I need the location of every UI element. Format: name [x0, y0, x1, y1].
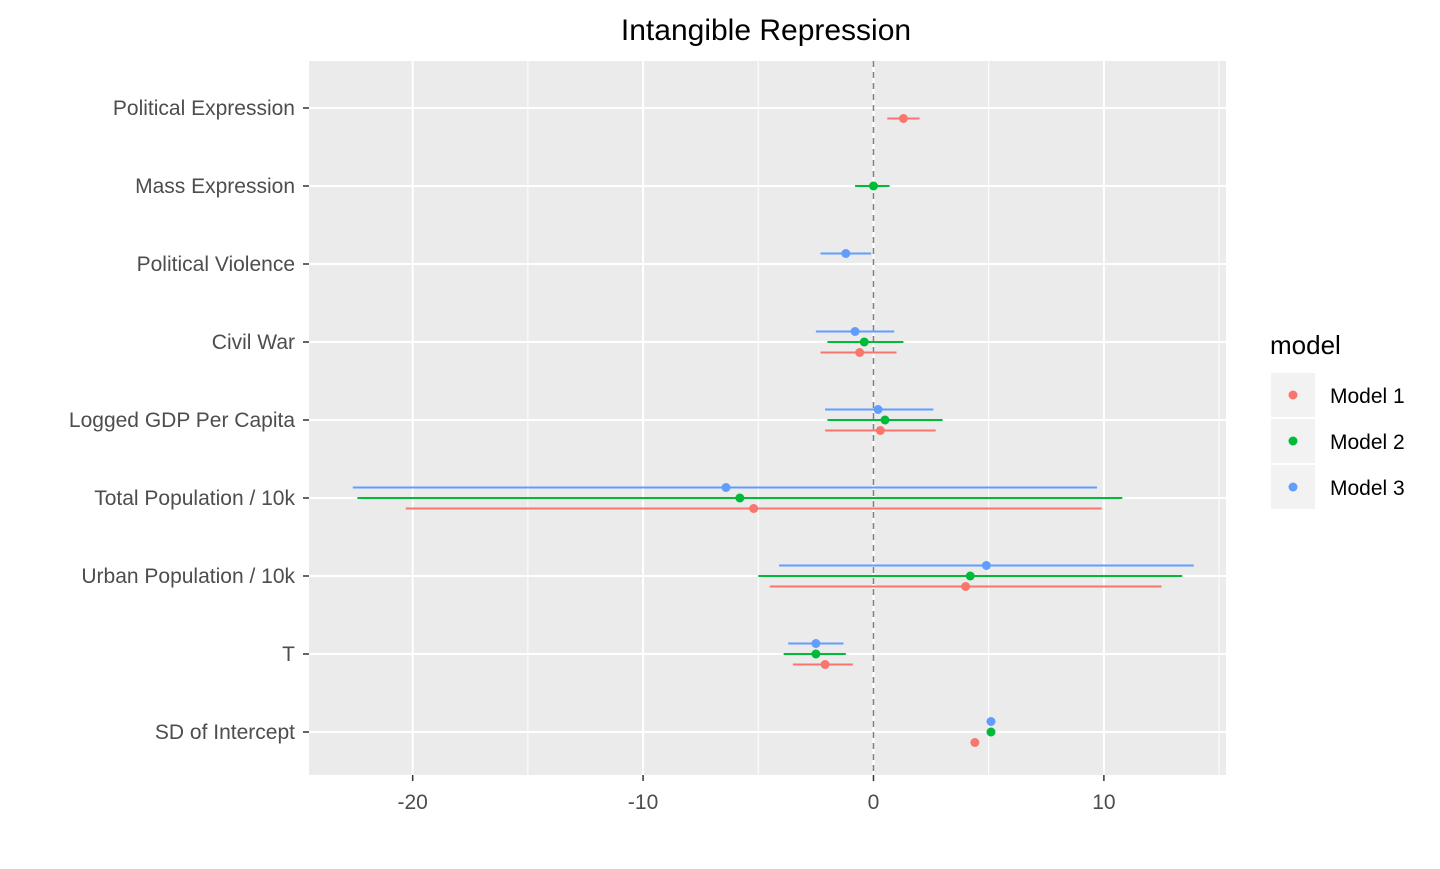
- point-s1-5: [820, 660, 830, 669]
- legend-label-3: Model 3: [1330, 477, 1405, 500]
- point-s2-2: [880, 415, 890, 425]
- x-tick-label-3: 10: [1092, 791, 1115, 814]
- chart-title: Intangible Repression: [621, 14, 911, 47]
- y-tick-label-4: Logged GDP Per Capita: [69, 409, 295, 432]
- y-tick-label-3: Civil War: [212, 331, 295, 354]
- point-s1-4: [961, 582, 971, 591]
- legend-key-point-1: [1288, 390, 1298, 400]
- y-tick-label-2: Political Violence: [137, 253, 295, 276]
- y-axis: Political Expression Mass Expression Polit…: [69, 97, 309, 744]
- legend-label-2: Model 2: [1330, 431, 1405, 454]
- point-s1-6: [970, 738, 980, 747]
- point-s3-0: [841, 249, 851, 258]
- series-2: [357, 181, 1183, 737]
- point-s3-2: [873, 405, 883, 414]
- series-layer: [352, 114, 1194, 747]
- point-s3-3: [721, 483, 731, 492]
- point-s1-0: [898, 114, 908, 123]
- plot-panel: [309, 61, 1226, 775]
- legend-key-point-3: [1288, 482, 1298, 492]
- legend-label-1: Model 1: [1330, 385, 1405, 408]
- legend-key-point-2: [1288, 436, 1298, 446]
- legend: model Model 1 Model 2 Model 3: [1270, 330, 1405, 509]
- x-tick-label-1: -10: [628, 791, 658, 814]
- legend-items: Model 1 Model 2 Model 3: [1271, 373, 1405, 509]
- point-s1-3: [749, 504, 759, 513]
- point-s2-4: [965, 571, 975, 581]
- series-1: [405, 114, 1162, 747]
- y-tick-label-5: Total Population / 10k: [94, 487, 295, 510]
- x-axis: -20 -10 0 10: [398, 775, 1116, 814]
- point-s3-1: [850, 327, 860, 336]
- y-tick-label-6: Urban Population / 10k: [81, 565, 295, 588]
- point-s1-2: [875, 426, 885, 435]
- series-3: [352, 249, 1194, 726]
- legend-title: model: [1270, 330, 1341, 360]
- grid-minor-lines: [527, 61, 1220, 775]
- point-s2-3: [735, 493, 745, 503]
- y-tick-label-8: SD of Intercept: [155, 721, 295, 744]
- point-s2-1: [859, 337, 869, 347]
- point-s3-4: [981, 561, 991, 570]
- y-tick-label-7: T: [282, 643, 295, 666]
- y-tick-label-1: Mass Expression: [135, 175, 295, 198]
- point-s2-0: [868, 181, 878, 191]
- point-s3-6: [986, 717, 996, 726]
- point-s2-5: [811, 649, 821, 659]
- point-s2-6: [986, 727, 996, 737]
- y-tick-label-0: Political Expression: [113, 97, 295, 120]
- point-s1-1: [855, 348, 865, 357]
- point-s3-5: [811, 639, 821, 648]
- x-tick-label-2: 0: [868, 791, 880, 814]
- x-tick-label-0: -20: [398, 791, 428, 814]
